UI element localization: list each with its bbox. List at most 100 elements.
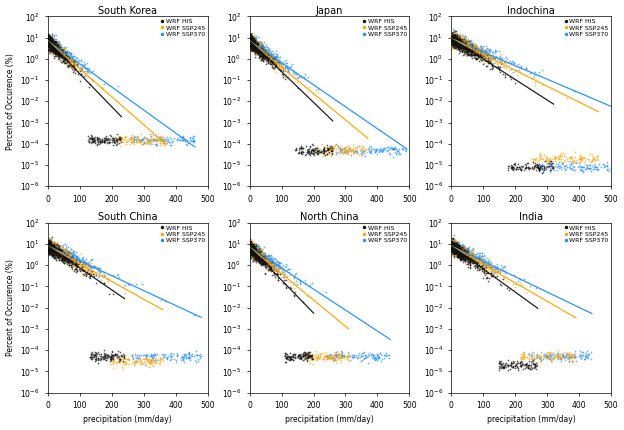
Point xyxy=(47,46,57,52)
Point xyxy=(449,37,459,44)
Point xyxy=(300,351,310,358)
Point xyxy=(268,258,278,265)
Point xyxy=(447,240,457,247)
Point xyxy=(452,252,462,259)
Point xyxy=(245,40,255,47)
Point xyxy=(258,56,268,63)
Point xyxy=(248,248,258,255)
Point xyxy=(455,47,465,54)
Point xyxy=(245,36,255,43)
Point xyxy=(262,59,272,66)
Point xyxy=(46,250,56,257)
Point xyxy=(258,52,268,59)
Point xyxy=(255,259,265,266)
Point xyxy=(261,254,271,261)
Point xyxy=(456,43,466,50)
Point xyxy=(261,254,271,261)
Point xyxy=(167,138,177,145)
Point xyxy=(249,39,259,46)
Point xyxy=(51,38,61,45)
Point xyxy=(252,251,262,258)
Point xyxy=(540,353,550,359)
Point xyxy=(448,246,458,252)
Point xyxy=(45,43,55,50)
Point xyxy=(246,37,256,44)
Point xyxy=(51,249,61,256)
Point xyxy=(255,249,265,256)
Point xyxy=(51,41,61,48)
Point xyxy=(49,46,59,53)
Point xyxy=(449,43,459,49)
Point xyxy=(245,244,255,251)
Point xyxy=(479,265,489,272)
Point xyxy=(453,46,463,52)
Point xyxy=(469,48,479,55)
Point xyxy=(253,48,263,55)
Point xyxy=(47,39,57,46)
Point xyxy=(246,38,256,45)
Point xyxy=(97,84,107,91)
Point xyxy=(487,54,497,61)
Point xyxy=(449,36,459,43)
Point xyxy=(59,246,69,252)
Point xyxy=(69,64,79,71)
Point xyxy=(262,44,272,51)
Point xyxy=(50,246,60,252)
Point xyxy=(450,37,460,44)
Point xyxy=(245,37,255,43)
Point xyxy=(451,34,461,41)
Point xyxy=(50,249,60,255)
Point xyxy=(254,249,264,256)
Point xyxy=(248,38,258,45)
Point xyxy=(248,40,258,47)
Point xyxy=(49,48,59,55)
Point xyxy=(451,36,461,43)
Point xyxy=(454,240,464,247)
Point xyxy=(45,250,55,257)
Point xyxy=(49,248,59,255)
Point xyxy=(249,34,259,41)
Point xyxy=(461,40,470,47)
Point xyxy=(466,256,476,263)
Point xyxy=(248,40,258,47)
Point xyxy=(495,60,505,67)
Point xyxy=(583,165,593,172)
Point xyxy=(456,251,466,258)
Point xyxy=(47,242,57,249)
Point xyxy=(61,50,71,57)
Point xyxy=(249,246,259,253)
Point xyxy=(253,257,263,264)
Point xyxy=(88,135,98,142)
Point xyxy=(258,253,268,260)
Point xyxy=(335,148,345,155)
Point xyxy=(66,262,76,269)
Point xyxy=(456,251,466,258)
Point xyxy=(259,251,269,258)
Point xyxy=(47,249,57,255)
Point xyxy=(46,41,56,48)
Point xyxy=(447,242,457,249)
Point xyxy=(484,46,494,53)
Point xyxy=(593,160,603,167)
Point xyxy=(72,58,82,65)
Point xyxy=(246,37,256,43)
Point xyxy=(449,36,459,43)
Point xyxy=(253,246,263,252)
Point xyxy=(247,243,257,249)
Point xyxy=(101,133,111,140)
Point xyxy=(451,246,461,252)
Point xyxy=(112,138,122,145)
Point xyxy=(473,265,483,272)
Point xyxy=(449,34,459,41)
Point xyxy=(57,246,67,252)
Point xyxy=(447,241,457,248)
Point xyxy=(455,244,465,251)
Point xyxy=(459,243,469,250)
Point xyxy=(482,55,492,62)
Point xyxy=(245,246,255,253)
Point xyxy=(318,152,328,159)
Point xyxy=(58,52,68,59)
Point xyxy=(453,245,463,252)
Point xyxy=(562,95,572,101)
Point xyxy=(461,40,471,47)
